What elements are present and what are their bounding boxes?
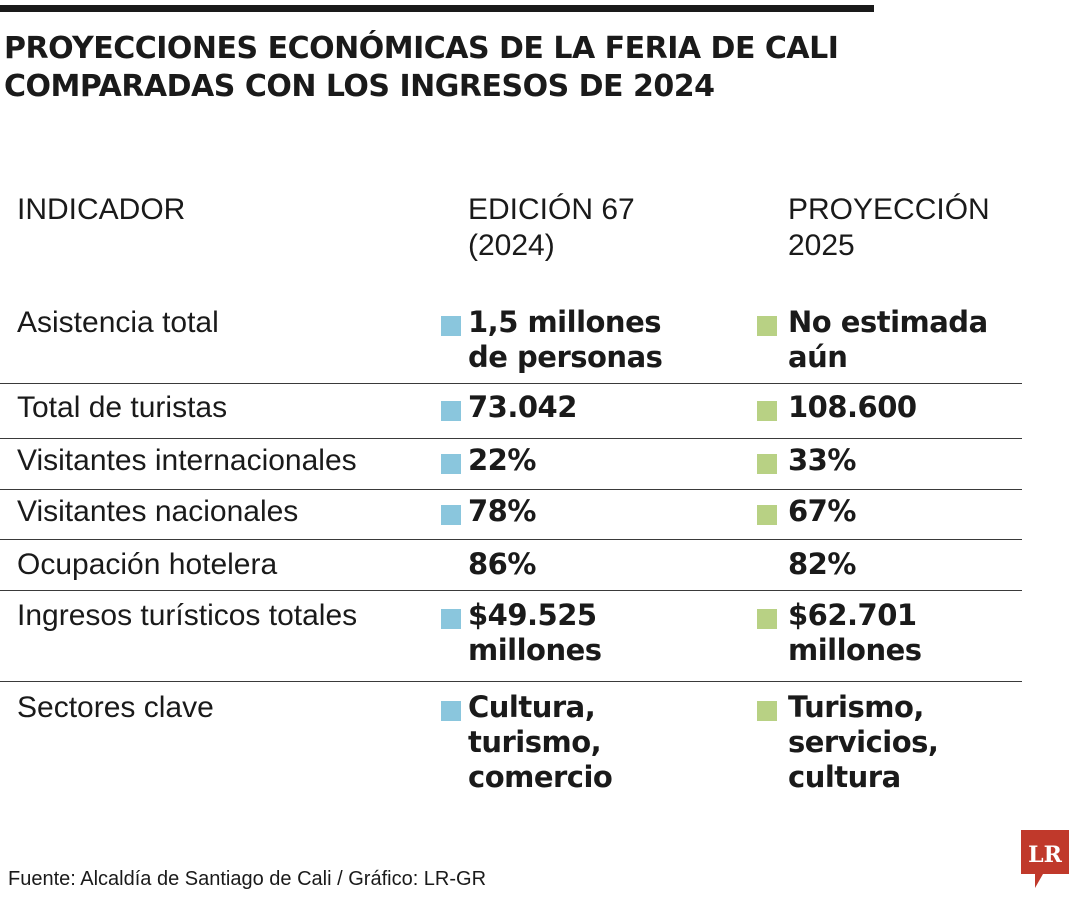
indicator-label: Asistencia total xyxy=(17,306,219,339)
table-row: Asistencia total 1,5 millones de personas N… xyxy=(0,305,1022,384)
edition-2024-value: 86% xyxy=(468,547,536,582)
edition-2024-marker xyxy=(441,401,461,421)
edition-2024-value-line: Cultura, xyxy=(468,690,596,724)
source-note: Fuente: Alcaldía de Santiago de Cali / G… xyxy=(8,868,487,890)
edition-2024-value: 1,5 millones de personas xyxy=(468,305,663,375)
projection-2025-value-line: No estimada xyxy=(788,305,988,339)
projection-2025-value-line: cultura xyxy=(788,760,901,794)
edition-2024-marker xyxy=(441,316,461,336)
projection-2025-marker xyxy=(757,505,777,525)
edition-2024-marker xyxy=(441,454,461,474)
projection-2025-value-line: millones xyxy=(788,633,922,667)
edition-2024-value-line: 22% xyxy=(468,443,536,477)
projection-2025-value: 82% xyxy=(788,547,856,582)
projection-2025-value-line: 67% xyxy=(788,494,856,528)
chart-title: PROYECCIONES ECONÓMICAS DE LA FERIA DE C… xyxy=(4,30,1004,106)
header-proyeccion-line-1: PROYECCIÓN xyxy=(788,193,990,226)
header-edicion-line-1: EDICIÓN 67 xyxy=(468,193,635,226)
edition-2024-value-line: turismo, xyxy=(468,725,602,759)
edition-2024-value-line: millones xyxy=(468,633,602,667)
edition-2024-value-line: 1,5 millones xyxy=(468,305,662,339)
top-rule xyxy=(0,5,874,12)
projection-2025-marker xyxy=(757,454,777,474)
projection-2025-value: 33% xyxy=(788,443,856,478)
projection-2025-marker xyxy=(757,609,777,629)
projection-2025-value-line: aún xyxy=(788,340,848,374)
projection-2025-value: Turismo, servicios, cultura xyxy=(788,690,939,795)
lr-logo-text: LR xyxy=(1028,842,1062,868)
edition-2024-value-line: de personas xyxy=(468,340,663,374)
projection-2025-value-line: 108.600 xyxy=(788,390,917,424)
table-row: Total de turistas 73.042 108.600 xyxy=(0,390,1022,439)
edition-2024-value: 78% xyxy=(468,494,536,529)
edition-2024-marker xyxy=(441,609,461,629)
table-row: Sectores clave Cultura, turismo, comercio Tu… xyxy=(0,690,1022,800)
table-row: Visitantes nacionales 78% 67% xyxy=(0,494,1022,540)
edition-2024-value: 73.042 xyxy=(468,390,577,425)
edition-2024-marker xyxy=(441,505,461,525)
edition-2024-value-line: $49.525 xyxy=(468,598,597,632)
header-proyeccion-line-2: 2025 xyxy=(788,229,855,262)
edition-2024-value: $49.525 millones xyxy=(468,598,602,668)
indicator-label: Ingresos turísticos totales xyxy=(17,599,358,632)
projection-2025-value-line: 33% xyxy=(788,443,856,477)
indicator-label: Visitantes internacionales xyxy=(17,444,357,477)
edition-2024-value: 22% xyxy=(468,443,536,478)
header-indicador: INDICADOR xyxy=(17,192,185,228)
header-indicador-label: INDICADOR xyxy=(17,193,186,226)
projection-2025-value-line: servicios, xyxy=(788,725,939,759)
title-line-2: COMPARADAS CON LOS INGRESOS DE 2024 xyxy=(4,69,715,104)
indicator-label: Ocupación hotelera xyxy=(17,548,278,581)
header-edicion-2024: EDICIÓN 67 (2024) xyxy=(468,192,635,264)
table-row: Visitantes internacionales 22% 33% xyxy=(0,443,1022,490)
indicator-label: Total de turistas xyxy=(17,391,228,424)
lr-logo-icon: LR xyxy=(1021,830,1069,888)
lr-logo: LR xyxy=(1021,830,1069,888)
projection-2025-value-line: Turismo, xyxy=(788,690,924,724)
edition-2024-marker xyxy=(441,701,461,721)
edition-2024-value-line: 78% xyxy=(468,494,536,528)
indicator-label: Sectores clave xyxy=(17,691,214,724)
projection-2025-value-line: 82% xyxy=(788,547,856,581)
projection-2025-marker xyxy=(757,701,777,721)
edition-2024-value: Cultura, turismo, comercio xyxy=(468,690,613,795)
table-row: Ocupación hotelera 86% 82% xyxy=(0,547,1022,591)
projection-2025-marker xyxy=(757,316,777,336)
header-proyeccion-2025: PROYECCIÓN 2025 xyxy=(788,192,990,264)
projection-2025-value: $62.701 millones xyxy=(788,598,922,668)
projection-2025-value: 108.600 xyxy=(788,390,917,425)
projection-2025-value: No estimada aún xyxy=(788,305,988,375)
header-edicion-line-2: (2024) xyxy=(468,229,555,262)
title-line-1: PROYECCIONES ECONÓMICAS DE LA FERIA DE C… xyxy=(4,31,839,66)
edition-2024-value-line: comercio xyxy=(468,760,613,794)
edition-2024-value-line: 73.042 xyxy=(468,390,577,424)
indicator-label: Visitantes nacionales xyxy=(17,495,299,528)
projection-2025-marker xyxy=(757,401,777,421)
table-row: Ingresos turísticos totales $49.525 millon… xyxy=(0,598,1022,682)
projection-2025-value: 67% xyxy=(788,494,856,529)
edition-2024-value-line: 86% xyxy=(468,547,536,581)
projection-2025-value-line: $62.701 xyxy=(788,598,917,632)
